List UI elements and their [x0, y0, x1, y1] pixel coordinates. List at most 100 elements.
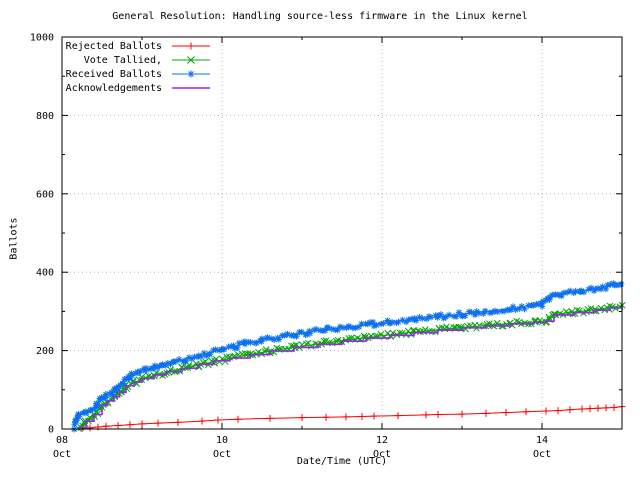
marker-asterisk	[268, 335, 276, 342]
legend-label: Vote Tallied,	[83, 54, 162, 66]
legend-row-1: Vote Tallied,	[64, 53, 212, 67]
marker-asterisk	[384, 317, 391, 324]
marker-plus	[114, 421, 122, 429]
marker-plus	[342, 413, 350, 421]
marker-plus	[298, 414, 306, 422]
marker-asterisk	[482, 308, 489, 315]
y-tick-label: 1000	[30, 33, 54, 44]
marker-cross	[320, 337, 328, 345]
marker-asterisk	[220, 346, 228, 353]
marker-asterisk	[235, 339, 243, 347]
marker-asterisk	[423, 315, 430, 323]
marker-plus	[138, 420, 146, 428]
marker-asterisk	[355, 323, 363, 331]
marker-asterisk	[140, 365, 148, 372]
marker-asterisk	[455, 309, 463, 316]
x-tick-label-day: 10	[216, 435, 228, 446]
y-axis-label: Ballots	[8, 217, 20, 260]
marker-plus	[458, 410, 466, 418]
marker-cross	[345, 335, 353, 342]
marker-asterisk	[322, 327, 329, 334]
marker-asterisk	[306, 330, 314, 337]
marker-asterisk	[373, 321, 380, 329]
marker-asterisk	[290, 332, 297, 339]
marker-asterisk	[388, 318, 396, 326]
marker-asterisk	[425, 313, 433, 320]
marker-asterisk	[210, 346, 217, 354]
marker-asterisk	[399, 316, 406, 324]
marker-asterisk	[102, 394, 110, 401]
marker-asterisk	[521, 305, 528, 313]
marker-cross	[417, 328, 424, 336]
marker-cross	[262, 346, 270, 353]
marker-asterisk	[109, 391, 116, 398]
marker-asterisk	[230, 342, 237, 349]
marker-plus	[502, 409, 510, 417]
marker-asterisk	[128, 370, 135, 377]
marker-asterisk	[142, 367, 149, 375]
marker-asterisk	[475, 310, 483, 317]
marker-asterisk	[538, 303, 546, 310]
marker-asterisk	[200, 349, 208, 357]
marker-asterisk	[352, 324, 359, 332]
marker-asterisk	[592, 285, 599, 293]
marker-asterisk	[489, 309, 496, 316]
marker-cross	[261, 348, 269, 355]
marker-asterisk	[509, 303, 517, 310]
marker-asterisk	[175, 356, 183, 363]
marker-asterisk	[126, 375, 133, 382]
marker-asterisk	[597, 285, 605, 293]
marker-asterisk	[311, 326, 318, 334]
x-tick-label-day: 12	[376, 435, 388, 446]
legend-row-2: Received Ballots	[64, 67, 212, 81]
marker-asterisk	[435, 312, 443, 319]
marker-plus	[266, 414, 274, 422]
marker-asterisk	[462, 312, 469, 319]
marker-asterisk	[416, 314, 423, 321]
marker-asterisk	[427, 313, 435, 321]
marker-asterisk	[491, 307, 499, 314]
marker-asterisk	[452, 313, 460, 320]
marker-cross	[273, 344, 281, 352]
marker-asterisk	[369, 318, 377, 326]
marker-asterisk	[358, 320, 365, 328]
marker-asterisk	[334, 326, 341, 334]
marker-asterisk	[94, 401, 101, 408]
marker-asterisk	[512, 306, 519, 313]
marker-cross	[322, 337, 330, 345]
marker-asterisk	[75, 410, 82, 418]
chart-legend: Rejected Ballots Vote Tallied, Received Ba…	[64, 39, 212, 95]
series-line-acknowledgements	[78, 305, 623, 429]
marker-asterisk	[500, 308, 508, 315]
marker-asterisk	[395, 318, 402, 326]
marker-asterisk	[585, 286, 593, 293]
marker-cross	[123, 385, 131, 393]
marker-asterisk	[198, 353, 205, 360]
marker-asterisk	[494, 308, 501, 315]
marker-asterisk	[159, 361, 166, 368]
marker-plus	[174, 418, 182, 426]
marker-cross	[303, 340, 310, 348]
marker-asterisk	[241, 338, 249, 345]
marker-asterisk	[284, 330, 291, 338]
marker-plus	[554, 407, 562, 415]
marker-asterisk	[486, 309, 494, 317]
marker-asterisk	[306, 327, 313, 335]
marker-asterisk	[393, 319, 400, 327]
marker-asterisk	[572, 287, 579, 295]
marker-asterisk	[505, 306, 513, 314]
marker-cross	[421, 326, 429, 333]
marker-asterisk	[134, 368, 141, 376]
marker-asterisk	[271, 336, 278, 343]
marker-asterisk	[445, 311, 453, 319]
marker-asterisk	[328, 325, 336, 333]
marker-asterisk	[437, 311, 445, 318]
marker-plus	[86, 424, 94, 432]
legend-label: Received Ballots	[65, 68, 162, 80]
marker-asterisk	[407, 315, 415, 323]
marker-asterisk	[206, 351, 214, 358]
marker-plus	[586, 405, 594, 413]
marker-plus	[322, 413, 330, 421]
marker-asterisk	[264, 334, 271, 341]
